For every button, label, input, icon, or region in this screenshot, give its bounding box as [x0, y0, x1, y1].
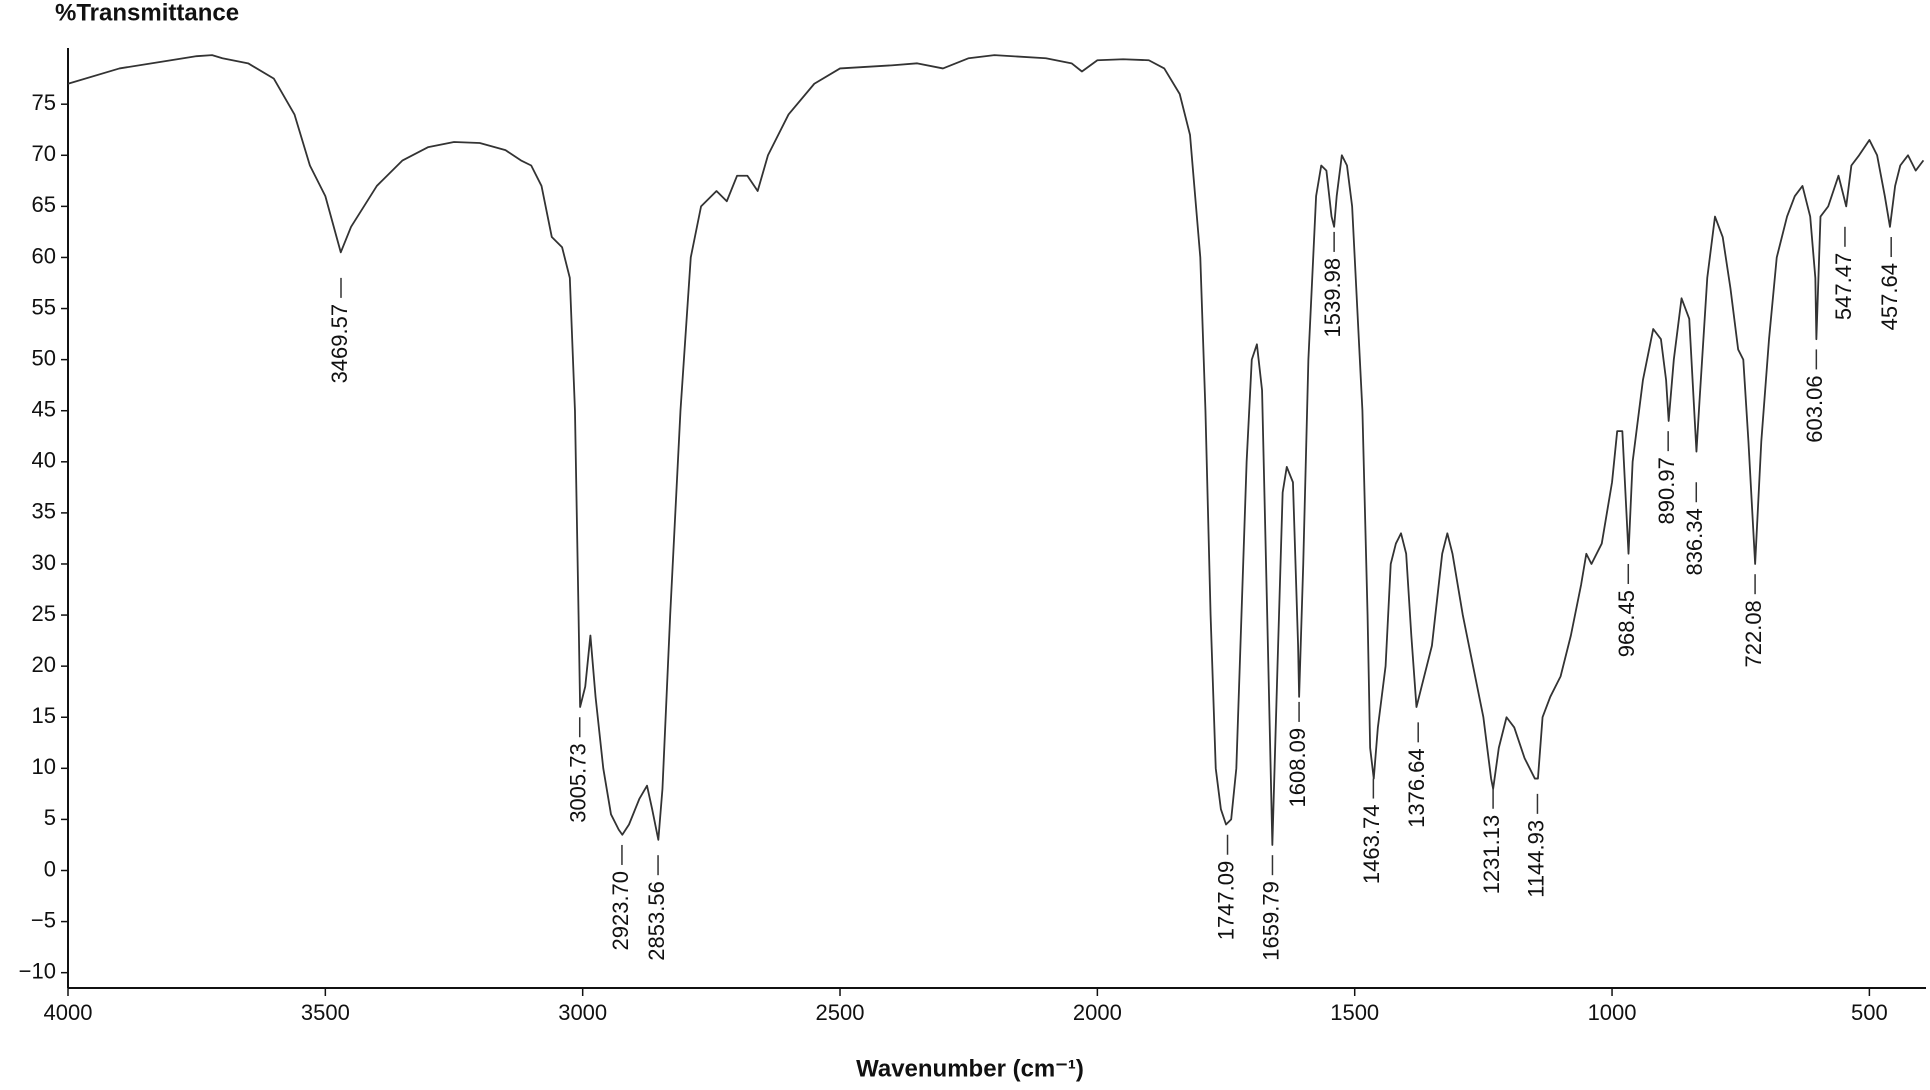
- peak-label: 603.06: [1802, 375, 1827, 442]
- peak-label: 1747.09: [1213, 861, 1238, 941]
- y-tick-label: 70: [32, 141, 56, 166]
- y-tick-label: 15: [32, 703, 56, 728]
- peak-label: 968.45: [1614, 590, 1639, 657]
- peak-label: 1608.09: [1285, 728, 1310, 808]
- y-tick-label: 0: [44, 856, 56, 881]
- peak-label: 1144.93: [1523, 820, 1548, 898]
- peak-label: 836.34: [1682, 508, 1707, 575]
- peak-label: 1659.79: [1258, 881, 1283, 961]
- y-tick-label: 30: [32, 550, 56, 575]
- x-tick-label: 3000: [558, 1000, 607, 1025]
- peak-label: 1463.74: [1359, 805, 1384, 885]
- x-tick-label: 1000: [1588, 1000, 1637, 1025]
- y-tick-label: 55: [32, 294, 56, 319]
- y-tick-label: 75: [32, 90, 56, 115]
- y-tick-label: 20: [32, 652, 56, 677]
- peak-label: 3469.57: [327, 304, 352, 384]
- x-tick-label: 3500: [301, 1000, 350, 1025]
- y-tick-label: 5: [44, 805, 56, 830]
- peak-label: 1231.13: [1479, 815, 1504, 895]
- x-tick-label: 4000: [44, 1000, 93, 1025]
- y-tick-label: 35: [32, 499, 56, 524]
- x-tick-label: 2000: [1073, 1000, 1122, 1025]
- x-tick-label: 1500: [1330, 1000, 1379, 1025]
- y-tick-label: −10: [19, 958, 56, 983]
- y-axis-title: %Transmittance: [55, 0, 239, 26]
- peak-label: 3005.73: [566, 743, 591, 823]
- y-tick-label: 25: [32, 601, 56, 626]
- y-tick-label: −5: [31, 907, 56, 932]
- peak-label: 890.97: [1654, 457, 1679, 524]
- y-tick-label: 10: [32, 754, 56, 779]
- peak-label: 1376.64: [1404, 748, 1429, 828]
- y-tick-label: 65: [32, 192, 56, 217]
- peak-label: 2853.56: [644, 881, 669, 961]
- y-tick-label: 60: [32, 243, 56, 268]
- spectrum-line: [67, 54, 1925, 846]
- peak-label: 1539.98: [1320, 258, 1345, 338]
- y-tick-label: 45: [32, 397, 56, 422]
- x-tick-label: 500: [1851, 1000, 1888, 1025]
- peak-label: 547.47: [1831, 253, 1856, 320]
- x-axis-title: Wavenumber (cm⁻¹): [856, 1055, 1084, 1082]
- y-tick-label: 50: [32, 345, 56, 370]
- y-tick-label: 40: [32, 448, 56, 473]
- peak-label: 2923.70: [608, 871, 633, 951]
- peak-label: 722.08: [1741, 600, 1766, 667]
- peak-label: 457.64: [1877, 263, 1902, 330]
- x-tick-label: 2500: [816, 1000, 865, 1025]
